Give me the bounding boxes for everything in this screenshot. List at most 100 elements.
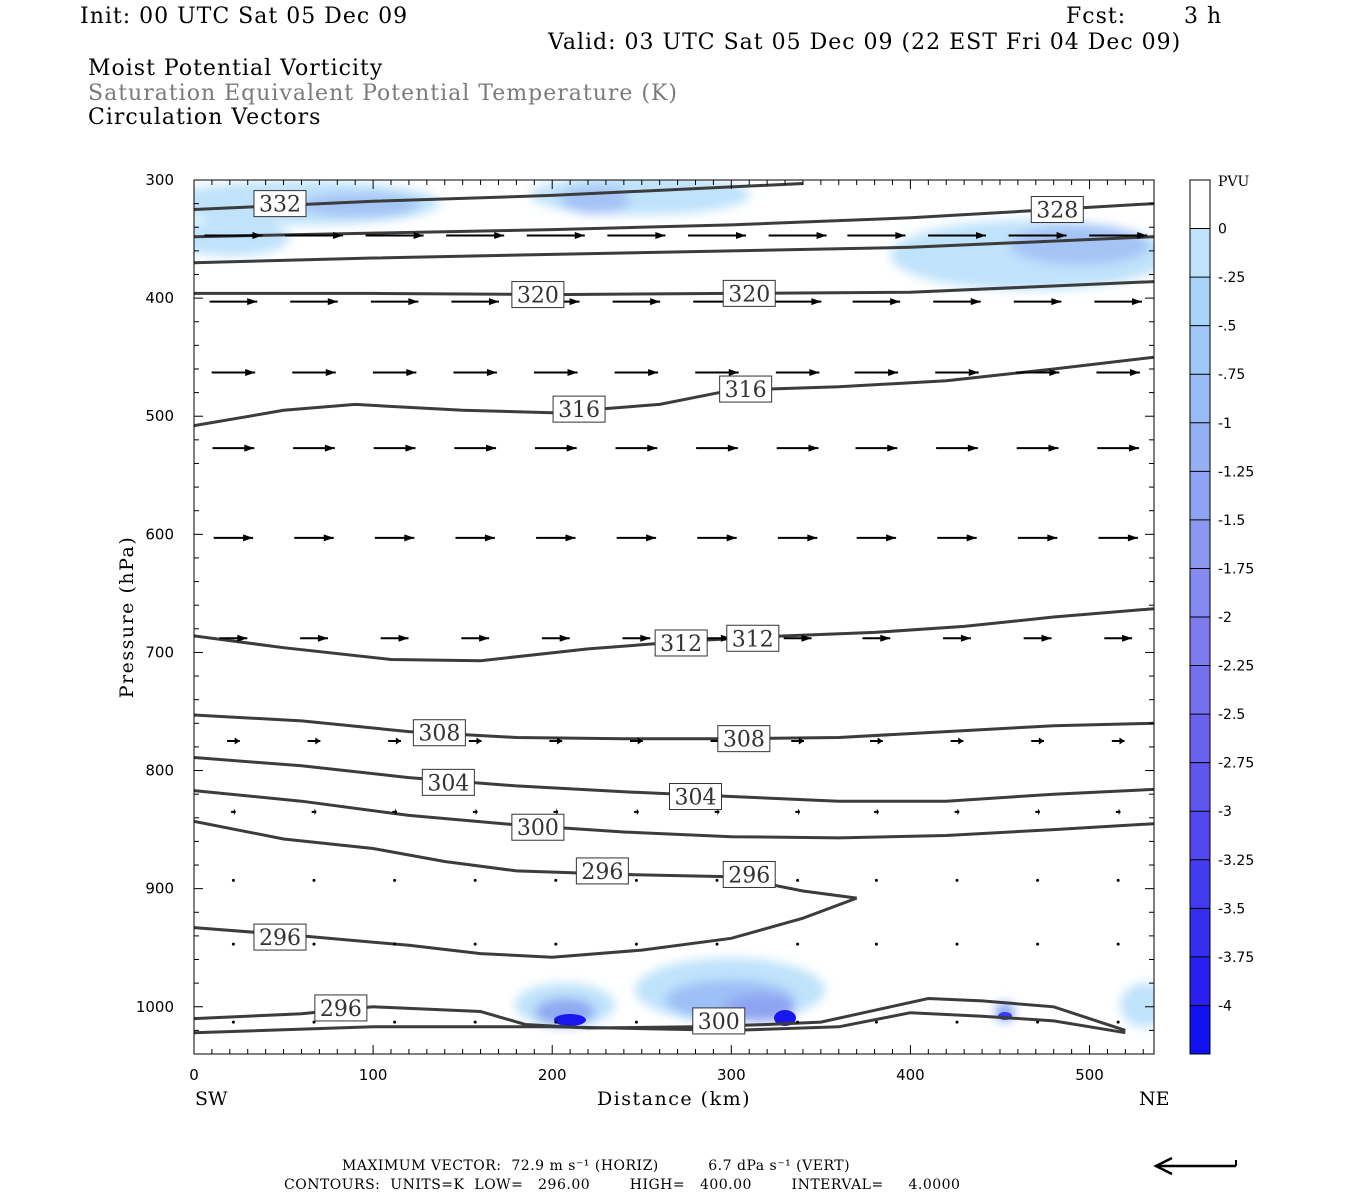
vector-head bbox=[566, 444, 577, 452]
vector-arrow bbox=[472, 808, 478, 816]
x-right-end-label: NE bbox=[1139, 1088, 1170, 1110]
vector-head bbox=[1118, 808, 1121, 816]
vector-arrow bbox=[307, 737, 321, 745]
contour-label-box bbox=[421, 768, 475, 796]
contour-label-box bbox=[654, 629, 708, 657]
vector-arrow bbox=[1036, 878, 1040, 882]
vector-arrow bbox=[874, 1020, 878, 1024]
contour-300-12 bbox=[194, 1011, 1126, 1035]
vector-dot bbox=[1036, 1020, 1040, 1024]
contour-label-text: 320 bbox=[517, 284, 559, 309]
colorbar-swatch bbox=[1190, 714, 1210, 764]
vector-arrow bbox=[943, 634, 971, 642]
colorbar-level-label: -3.75 bbox=[1218, 950, 1254, 966]
vector-arrow bbox=[955, 1020, 959, 1024]
contour-label-text: 312 bbox=[732, 627, 774, 652]
vector-arrow bbox=[526, 232, 585, 240]
vector-head bbox=[727, 444, 738, 452]
vector-head bbox=[556, 808, 559, 816]
vector-arrow bbox=[791, 737, 804, 745]
vector-arrow bbox=[607, 232, 666, 240]
vector-head bbox=[811, 298, 822, 306]
contour-label-312: 312 bbox=[654, 629, 708, 657]
colorbar-level-label: -4 bbox=[1218, 998, 1232, 1014]
forecast-label: Fcst: bbox=[1066, 4, 1127, 29]
x-tick-label: 400 bbox=[896, 1066, 925, 1084]
vector-arrow bbox=[300, 634, 328, 642]
vector-head bbox=[404, 534, 415, 542]
vector-arrow bbox=[715, 942, 719, 946]
pv-blob-upper-left-band bbox=[194, 220, 290, 256]
axis-ticks bbox=[193, 179, 1154, 1055]
vector-arrow bbox=[1036, 1020, 1040, 1024]
contour-label-text: 300 bbox=[517, 816, 559, 841]
colorbar-level-label: -.25 bbox=[1218, 270, 1245, 286]
field-title-theta-es: Saturation Equivalent Potential Temperat… bbox=[88, 81, 678, 106]
vector-head bbox=[327, 298, 338, 306]
vector-head bbox=[413, 232, 424, 240]
vector-arrow bbox=[954, 808, 960, 816]
vector-dot bbox=[1036, 942, 1040, 946]
vector-arrow bbox=[451, 298, 499, 306]
colorbar-level-label: -2 bbox=[1218, 610, 1232, 626]
y-tick-label: 600 bbox=[145, 525, 174, 543]
vector-head bbox=[395, 808, 397, 816]
vector-head bbox=[314, 808, 317, 816]
x-tick-label: 500 bbox=[1075, 1066, 1104, 1084]
vector-arrow bbox=[936, 444, 978, 452]
vector-dot bbox=[634, 878, 638, 882]
vector-head bbox=[488, 298, 499, 306]
forecast-hour: 3 h bbox=[1184, 4, 1223, 29]
vector-arrow bbox=[776, 444, 819, 452]
vector-arrow bbox=[697, 534, 737, 542]
vector-arrow bbox=[454, 444, 497, 452]
colorbar-swatch bbox=[1190, 519, 1210, 569]
contour-label-box bbox=[575, 857, 629, 885]
vector-arrow bbox=[795, 808, 800, 816]
contour-label-text: 320 bbox=[728, 282, 770, 307]
contour-label-316: 316 bbox=[719, 375, 773, 403]
vector-arrow bbox=[231, 878, 235, 882]
vector-head bbox=[967, 444, 978, 452]
vector-dot bbox=[473, 942, 477, 946]
vector-head bbox=[880, 634, 891, 642]
vector-arrow bbox=[1094, 298, 1142, 306]
contour-label-box bbox=[726, 624, 780, 652]
vector-arrow bbox=[446, 232, 505, 240]
contour-label-304: 304 bbox=[421, 768, 475, 796]
vector-arrow bbox=[554, 1020, 558, 1024]
contour-label-296: 296 bbox=[722, 860, 776, 888]
vector-arrow bbox=[768, 232, 827, 240]
vector-arrow bbox=[1023, 634, 1052, 642]
vector-arrow bbox=[855, 444, 898, 452]
vector-arrow bbox=[311, 808, 317, 816]
vector-arrow bbox=[473, 1020, 477, 1024]
colorbar-swatch bbox=[1190, 422, 1210, 472]
vector-arrow bbox=[777, 534, 818, 542]
contour-label-box bbox=[692, 1007, 746, 1035]
vector-dot bbox=[715, 878, 719, 882]
vector-head bbox=[1051, 298, 1062, 306]
vector-head bbox=[877, 737, 883, 745]
colorbar-swatch bbox=[1190, 277, 1210, 327]
vector-head bbox=[317, 634, 328, 642]
vector-arrow bbox=[292, 369, 336, 377]
pv-blob-surface-d bbox=[1120, 983, 1154, 1027]
contour-label-300: 300 bbox=[511, 813, 565, 841]
colorbar-swatch bbox=[1190, 471, 1210, 521]
vector-arrow bbox=[634, 878, 638, 882]
vector-head bbox=[1041, 634, 1052, 642]
colorbar-level-label: -3.25 bbox=[1218, 853, 1254, 869]
vector-dot bbox=[393, 1020, 397, 1024]
vector-head bbox=[798, 808, 800, 816]
vector-arrow bbox=[473, 878, 477, 882]
vector-arrow bbox=[370, 298, 419, 306]
vector-arrow bbox=[393, 878, 397, 882]
x-tick-label: 200 bbox=[538, 1066, 567, 1084]
vector-arrow bbox=[231, 808, 236, 816]
vector-arrow bbox=[219, 634, 248, 642]
vector-dot bbox=[473, 878, 477, 882]
vector-head bbox=[1047, 534, 1058, 542]
contour-label-300: 300 bbox=[692, 1007, 746, 1035]
colorbar-level-label: -1 bbox=[1218, 416, 1232, 432]
